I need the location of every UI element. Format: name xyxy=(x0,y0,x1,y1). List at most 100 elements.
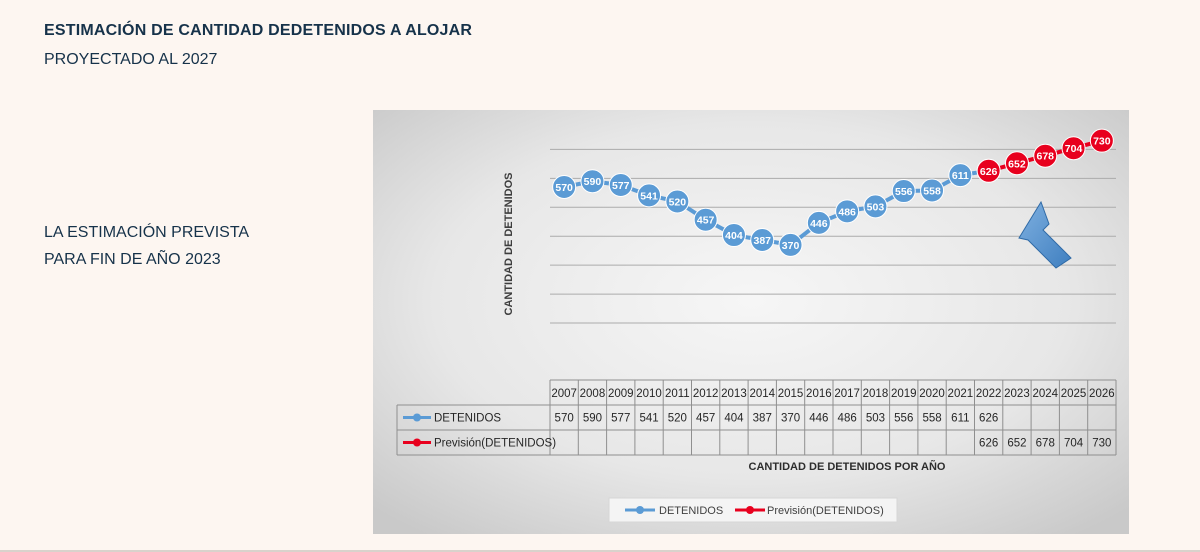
table-year-2007: 2007 xyxy=(551,388,577,400)
series-0-label-2020: 558 xyxy=(923,185,941,197)
series-0-label-2015: 370 xyxy=(782,240,800,252)
table-year-2019: 2019 xyxy=(891,388,917,400)
table-cell-1-2024: 678 xyxy=(1036,438,1055,450)
table-year-2023: 2023 xyxy=(1004,388,1030,400)
table-year-2013: 2013 xyxy=(721,388,747,400)
table-cell-0-2011: 520 xyxy=(668,413,687,425)
table-year-2014: 2014 xyxy=(749,388,775,400)
chart-svg: CANTIDAD DE DETENIDOS 570 590 577 541 520 457… xyxy=(373,110,1129,534)
series-1-label-2023: 652 xyxy=(1008,158,1026,170)
table-cell-0-2017: 486 xyxy=(838,413,857,425)
series-0-point-2011 xyxy=(665,189,690,214)
side-note-line-1: LA ESTIMACIÓN PREVISTA xyxy=(44,224,250,241)
table-cell-0-2013: 404 xyxy=(724,413,744,425)
table-cell-1-2025: 704 xyxy=(1064,438,1084,450)
series-0-point-2016 xyxy=(806,210,831,235)
series-0-label-2008: 590 xyxy=(584,176,602,188)
table-year-2022: 2022 xyxy=(976,388,1002,400)
table-year-2025: 2025 xyxy=(1061,388,1087,400)
table-year-2024: 2024 xyxy=(1032,388,1058,400)
y-axis-label: CANTIDAD DE DETENIDOS xyxy=(503,172,515,315)
series-0-point-2008 xyxy=(580,169,605,194)
series-0-label-2014: 387 xyxy=(753,235,771,247)
series-0-label-2018: 503 xyxy=(867,201,885,213)
series-0-label-2016: 446 xyxy=(810,218,828,230)
table-year-2020: 2020 xyxy=(919,388,945,400)
table-cell-0-2018: 503 xyxy=(866,413,885,425)
table-cell-0-2015: 370 xyxy=(781,413,800,425)
legend-marker-prevision xyxy=(746,506,754,514)
table-year-2016: 2016 xyxy=(806,388,832,400)
side-note: LA ESTIMACIÓN PREVISTA PARA FIN DE AÑO 2… xyxy=(44,219,304,273)
series-1-label-2026: 730 xyxy=(1093,136,1111,148)
legend-label-detenidos: DETENIDOS xyxy=(659,505,723,517)
grid xyxy=(550,148,1116,324)
table-year-2009: 2009 xyxy=(608,388,634,400)
table-cell-1-2023: 652 xyxy=(1007,438,1026,450)
series-0-label-2021: 611 xyxy=(952,170,969,182)
legend-marker-detenidos xyxy=(636,506,644,514)
series-0-label-2007: 570 xyxy=(555,182,573,194)
table-cell-0-2007: 570 xyxy=(555,413,574,425)
series-1-point-2022 xyxy=(976,158,1001,183)
table-row-marker-1 xyxy=(413,438,421,447)
table-cell-0-2012: 457 xyxy=(696,413,715,425)
table-cell-1-2026: 730 xyxy=(1092,438,1111,450)
series-1-label-2022: 626 xyxy=(980,166,998,178)
series-0-point-2007 xyxy=(552,175,577,199)
series-0-point-2009 xyxy=(608,172,633,197)
table-cell-0-2019: 556 xyxy=(894,413,913,425)
table-year-2012: 2012 xyxy=(693,388,719,400)
series-0-point-2017 xyxy=(835,199,860,224)
table-cell-1-2022: 626 xyxy=(979,438,998,450)
series-0-label-2012: 457 xyxy=(697,215,715,227)
series-0-point-2012 xyxy=(693,207,718,232)
table-cell-0-2021: 611 xyxy=(951,413,969,425)
series-0-point-2015 xyxy=(778,232,803,257)
table-year-2015: 2015 xyxy=(778,388,804,400)
series-0-label-2011: 520 xyxy=(669,196,687,208)
series-0-label-2010: 541 xyxy=(640,190,658,202)
series-0-point-2020 xyxy=(920,178,945,203)
series-1-point-2023 xyxy=(1004,151,1029,176)
series: 570 590 577 541 520 457 404 387 370 446 486 503 556 5… xyxy=(552,128,1114,257)
series-0-point-2019 xyxy=(891,179,916,204)
series-1-label-2024: 678 xyxy=(1036,151,1054,163)
series-0-label-2009: 577 xyxy=(612,180,630,192)
table-year-2008: 2008 xyxy=(580,388,606,400)
series-0-point-2010 xyxy=(637,183,662,208)
series-0-label-2019: 556 xyxy=(895,186,913,198)
legend-label-prevision: Previsión(DETENIDOS) xyxy=(767,505,884,517)
bottom-divider xyxy=(0,550,1200,552)
table-year-2017: 2017 xyxy=(834,388,860,400)
table-cell-0-2020: 558 xyxy=(922,413,941,425)
table-cell-0-2022: 626 xyxy=(979,413,998,425)
series-0-point-2013 xyxy=(721,223,746,248)
series-0-label-2017: 486 xyxy=(838,206,856,218)
series-1-point-2024 xyxy=(1033,143,1058,168)
table-cell-0-2008: 590 xyxy=(583,413,602,425)
table-year-2018: 2018 xyxy=(863,388,889,400)
table-cell-0-2014: 387 xyxy=(753,413,772,425)
table-year-2026: 2026 xyxy=(1089,388,1115,400)
slide-subtitle: PROYECTADO AL 2027 xyxy=(44,51,218,68)
table-row-label-1: Previsión(DETENIDOS) xyxy=(434,438,556,450)
side-note-line-2: PARA FIN DE AÑO 2023 xyxy=(44,251,221,268)
series-1-point-2026 xyxy=(1089,128,1114,153)
series-0-point-2021 xyxy=(948,163,973,188)
table-cell-0-2009: 577 xyxy=(611,413,630,425)
table-year-2011: 2011 xyxy=(665,388,690,400)
series-0-point-2014 xyxy=(750,227,775,252)
legend: DETENIDOS Previsión(DETENIDOS) xyxy=(608,497,898,523)
series-1-point-2025 xyxy=(1061,136,1086,161)
table-row-label-0: DETENIDOS xyxy=(434,413,501,425)
table-cell-0-2016: 446 xyxy=(809,413,828,425)
series-0-label-2013: 404 xyxy=(725,230,743,242)
table-year-2010: 2010 xyxy=(636,388,662,400)
slide-title: ESTIMACIÓN DE CANTIDAD DEDETENIDOS A ALO… xyxy=(44,22,473,39)
data-table: 2007 2008 2009 2010 2011 2012 2013 2014 2015 2016… xyxy=(396,379,1117,456)
x-axis-label: CANTIDAD DE DETENIDOS POR AÑO xyxy=(749,460,946,473)
chart-frame: CANTIDAD DE DETENIDOS 570 590 577 541 520 457… xyxy=(373,110,1129,534)
table-row-marker-0 xyxy=(413,413,421,422)
series-0-point-2018 xyxy=(863,194,888,219)
